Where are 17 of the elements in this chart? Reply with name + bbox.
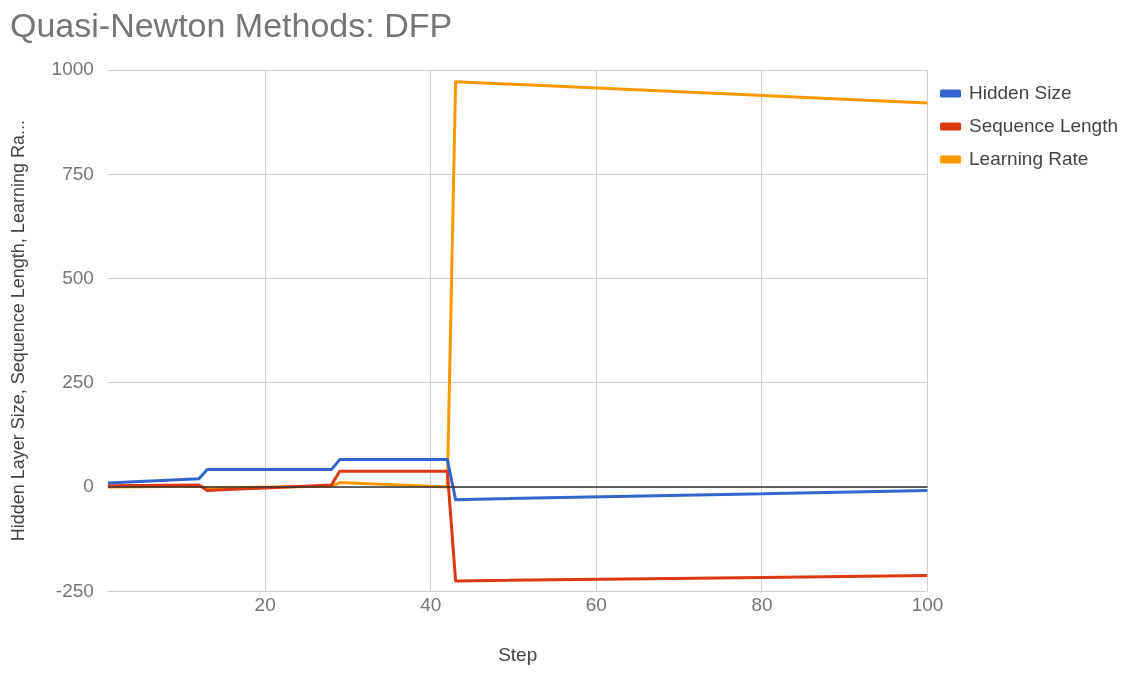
y-tick-label: 750 (62, 162, 94, 184)
legend-label: Sequence Length (969, 114, 1118, 136)
y-tick-label: 1000 (51, 58, 94, 80)
x-tick-label: 80 (751, 594, 773, 616)
y-tick-label: 0 (83, 475, 94, 497)
x-tick-label: 100 (911, 594, 944, 616)
y-axis-title: Hidden Layer Size, Sequence Length, Learning Ra... (7, 120, 28, 542)
legend-label: Learning Rate (969, 147, 1089, 169)
y-tick-label: 250 (62, 371, 94, 393)
x-axis-title: Step (498, 643, 538, 665)
y-tick-label: 500 (62, 266, 94, 288)
x-tick-label: 20 (254, 594, 276, 616)
legend-label: Hidden Size (969, 81, 1072, 103)
x-tick-label: 60 (585, 594, 607, 616)
x-tick-label: 40 (420, 594, 442, 616)
y-tick-label: -250 (55, 579, 94, 601)
chart-title: Quasi-Newton Methods: DFP (10, 6, 453, 45)
